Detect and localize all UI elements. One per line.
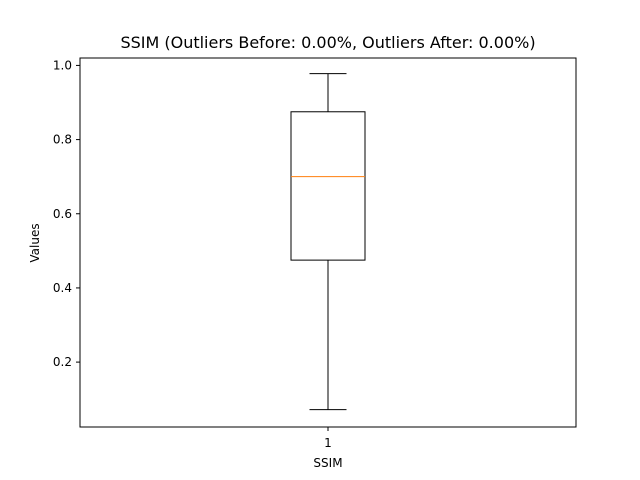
x-tick-label: 1 <box>324 436 332 450</box>
plot-area: 0.2 0.4 0.6 0.8 1.0 1 <box>53 57 577 450</box>
x-axis-label: SSIM <box>313 456 342 470</box>
iqr-box <box>290 111 366 261</box>
y-tick-label: 0.6 <box>53 207 72 221</box>
y-tick-label: 1.0 <box>53 58 72 72</box>
y-tick-label: 0.4 <box>53 281 72 295</box>
y-axis-label: Values <box>28 223 42 262</box>
chart-title: SSIM (Outliers Before: 0.00%, Outliers A… <box>120 33 535 52</box>
y-tick-label: 0.8 <box>53 133 72 147</box>
y-tick-label: 0.2 <box>53 355 72 369</box>
